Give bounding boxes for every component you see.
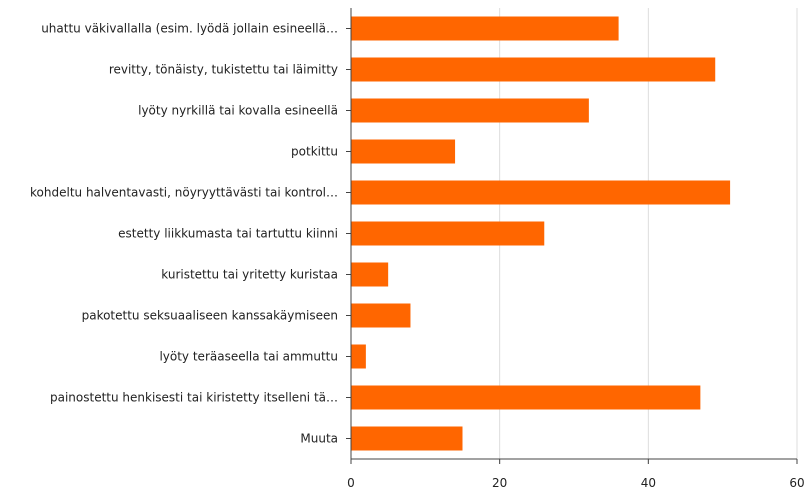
bar xyxy=(351,344,366,369)
bar xyxy=(351,426,463,451)
category-label: pakotettu seksuaaliseen kanssakäymiseen xyxy=(82,309,338,323)
label-layer: 0 20 40 60 uhattu väkivallalla (esim. lyödä … xyxy=(30,22,805,491)
bar xyxy=(351,262,389,287)
category-label: Muuta xyxy=(300,432,338,446)
x-tick-label: 40 xyxy=(641,476,656,490)
bar xyxy=(351,221,545,246)
x-tick-label: 20 xyxy=(492,476,507,490)
category-label: uhattu väkivallalla (esim. lyödä jollain… xyxy=(41,22,338,36)
axis-layer xyxy=(346,8,798,464)
category-label: estetty liikkumasta tai tartuttu kiinni xyxy=(118,227,338,241)
bar xyxy=(351,180,731,205)
bar xyxy=(351,385,701,410)
category-label: lyöty nyrkillä tai kovalla esineellä xyxy=(138,104,338,118)
category-label: lyöty teräaseella tai ammuttu xyxy=(159,350,338,364)
category-label: revitty, tönäisty, tukistettu tai läimit… xyxy=(109,63,338,77)
category-label: kuristettu tai yritetty kuristaa xyxy=(161,268,338,282)
bar xyxy=(351,139,456,164)
bar xyxy=(351,98,589,123)
bar xyxy=(351,16,619,41)
x-tick-label: 0 xyxy=(347,476,355,490)
category-label: kohdeltu halventavasti, nöyryyttävästi t… xyxy=(30,186,338,200)
category-label: painostettu henkisesti tai kiristetty it… xyxy=(50,391,338,405)
bar xyxy=(351,303,411,328)
category-label: potkittu xyxy=(291,145,338,159)
bar-layer xyxy=(351,16,731,451)
bar xyxy=(351,57,716,82)
x-tick-label: 60 xyxy=(789,476,804,490)
